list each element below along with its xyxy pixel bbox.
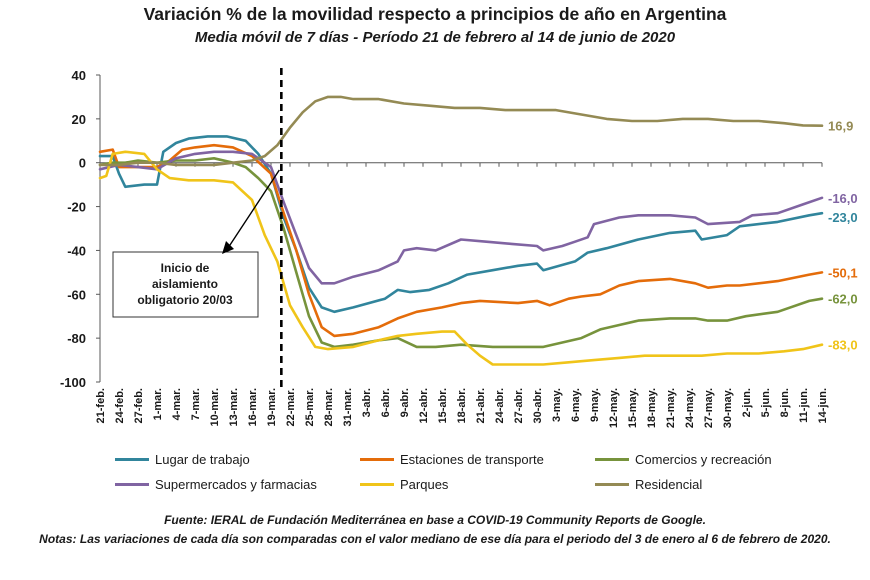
x-tick-label: 4-mar.	[171, 388, 183, 420]
legend-swatch	[595, 458, 629, 461]
x-tick-label: 25-mar.	[304, 388, 316, 427]
annotation-box	[112, 251, 259, 318]
x-tick-label: 30-abr.	[532, 388, 544, 423]
x-tick-label: 18-abr.	[456, 388, 468, 423]
series-line-residencial	[98, 95, 824, 167]
series-line-comercios-y-recreaci-n	[98, 157, 824, 349]
notes-label: Notas:	[39, 532, 77, 546]
x-tick-label: 24-may.	[684, 388, 696, 428]
series-end-label: -83,0	[828, 338, 858, 353]
x-tick-label: 28-mar.	[323, 388, 335, 427]
annotation-text-line: aislamiento	[152, 277, 218, 291]
legend-swatch	[595, 483, 629, 486]
x-tick-label: 9-abr.	[399, 388, 411, 417]
x-tick-label: 13-mar.	[228, 388, 240, 427]
x-tick-label: 27-feb.	[133, 388, 145, 423]
series-line-supermercados-y-farmacias	[98, 150, 824, 285]
x-tick-label: 27-may.	[703, 388, 715, 428]
x-tick-label: 7-mar.	[190, 388, 202, 420]
legend-swatch	[360, 458, 394, 461]
x-tick-label: 21-feb.	[95, 388, 107, 423]
legend-label: Comercios y recreación	[635, 452, 772, 467]
legend-item-estaciones-de-transporte: Estaciones de transporte	[360, 452, 544, 467]
legend-label: Supermercados y farmacias	[155, 477, 317, 492]
annotation-text-line: Inicio de	[161, 261, 210, 275]
notes: Notas: Las variaciones de cada día son c…	[0, 531, 870, 548]
series-end-label: -50,1	[828, 265, 858, 280]
x-tick-label: 8-jun.	[779, 388, 791, 417]
legend-item-parques: Parques	[360, 477, 448, 492]
x-tick-label: 3-abr.	[361, 388, 373, 417]
x-tick-label: 11-jun.	[798, 388, 810, 423]
y-tick-label: -60	[67, 287, 86, 302]
x-tick-label: 31-mar.	[342, 388, 354, 427]
legend-swatch	[360, 483, 394, 486]
x-tick-label: 6-may.	[570, 388, 582, 422]
y-tick-label: -80	[67, 331, 86, 346]
legend-item-comercios-y-recreacion: Comercios y recreación	[595, 452, 772, 467]
x-tick-label: 14-jun.	[817, 388, 829, 423]
series-end-label: 16,9	[828, 119, 853, 134]
x-tick-label: 2-jun.	[741, 388, 753, 417]
y-tick-label: 0	[79, 156, 86, 171]
x-tick-label: 30-may.	[722, 388, 734, 428]
x-tick-label: 3-may.	[551, 388, 563, 422]
chart-series-lines	[98, 95, 824, 366]
y-tick-label: -40	[67, 243, 86, 258]
legend-swatch	[115, 483, 149, 486]
legend-label: Lugar de trabajo	[155, 452, 250, 467]
y-tick-label: -100	[60, 375, 86, 390]
x-tick-label: 18-may.	[646, 388, 658, 428]
y-tick-label: -20	[67, 200, 86, 215]
series-line-estaciones-de-transporte	[98, 143, 824, 338]
chart-axes: 40 20 0 -20 -40 -60 -80 -100 21-feb. 24-feb. 27-fe…	[60, 68, 829, 428]
x-tick-label: 16-mar.	[247, 388, 259, 427]
x-tick-label: 27-abr.	[513, 388, 525, 423]
legend-label: Residencial	[635, 477, 703, 492]
x-tick-label: 22-mar.	[285, 388, 297, 427]
legend-item-residencial: Residencial	[595, 477, 702, 492]
x-tick-label: 24-feb.	[114, 388, 126, 423]
x-tick-label: 15-abr.	[437, 388, 449, 423]
annotation-arrow-head	[222, 241, 234, 254]
line-chart: 40 20 0 -20 -40 -60 -80 -100 21-feb. 24-feb. 27-fe…	[60, 68, 858, 428]
series-end-label: -23,0	[828, 210, 858, 225]
x-tick-label: 12-abr.	[418, 388, 430, 423]
chart-annotation: Inicio de aislamiento obligatorio 20/03	[112, 68, 283, 392]
x-tick-label: 9-may.	[589, 388, 601, 422]
x-tick-label: 21-abr.	[475, 388, 487, 423]
x-tick-label: 1-mar.	[152, 388, 164, 420]
legend-item-supermercados-y-farmacias: Supermercados y farmacias	[115, 477, 317, 492]
annotation-arrow-shaft	[227, 169, 280, 249]
series-line-lugar-de-trabajo	[98, 135, 824, 314]
x-tick-label: 5-jun.	[760, 388, 772, 417]
legend-label: Parques	[400, 477, 449, 492]
y-tick-label: 40	[72, 68, 86, 83]
chart-subtitle: Media móvil de 7 días - Período 21 de fe…	[194, 29, 676, 46]
notes-text: Las variaciones de cada día son comparad…	[79, 532, 831, 546]
legend-item-lugar-de-trabajo: Lugar de trabajo	[115, 452, 250, 467]
chart-end-labels: -23,0 -50,1 -62,0 -16,0 -83,0 16,9	[828, 119, 858, 353]
legend-label: Estaciones de transporte	[400, 452, 544, 467]
x-tick-label: 24-abr.	[494, 388, 506, 423]
x-tick-label: 12-may.	[608, 388, 620, 428]
legend-swatch	[115, 458, 149, 461]
x-tick-label: 6-abr.	[380, 388, 392, 417]
annotation-text-line: obligatorio 20/03	[137, 293, 233, 307]
x-tick-label: 10-mar.	[209, 388, 221, 427]
source-note: Fuente: IERAL de Fundación Mediterránea …	[164, 513, 706, 527]
chart-title: Variación % de la movilidad respecto a p…	[143, 4, 727, 24]
series-line-parques	[98, 150, 824, 366]
x-tick-label: 19-mar.	[266, 388, 278, 427]
series-end-label: -16,0	[828, 191, 858, 206]
y-tick-label: 20	[72, 112, 86, 127]
x-tick-label: 15-may.	[627, 388, 639, 428]
series-end-label: -62,0	[828, 292, 858, 307]
x-tick-label: 21-may.	[665, 388, 677, 428]
